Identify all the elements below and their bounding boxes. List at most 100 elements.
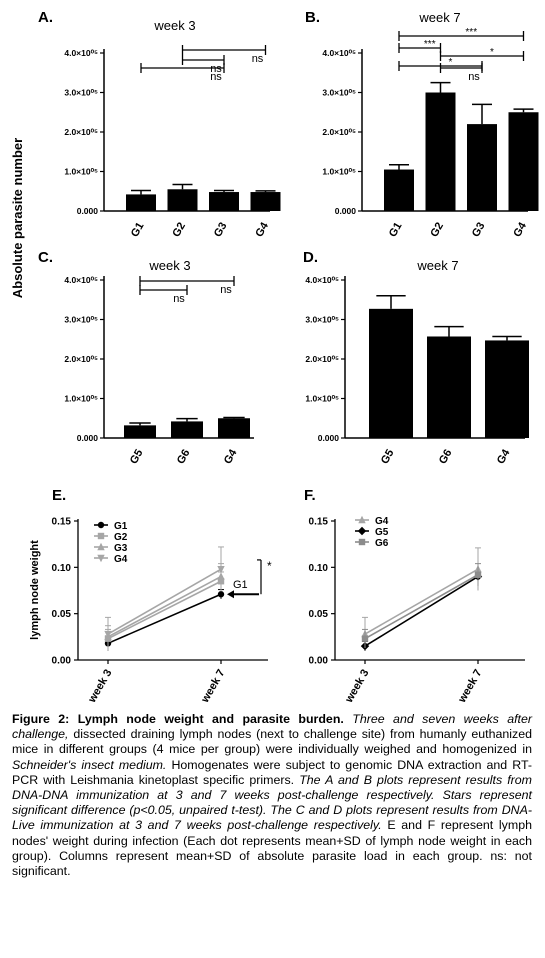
caption-part-2: dissected draining lymph nodes (next to … (12, 727, 532, 757)
legend-label: G3 (114, 543, 128, 554)
bar-g3 (209, 192, 239, 211)
bar-chart-b: B. week 7 0.000 1.0×10⁰⁵ 2.0×10⁰⁵ 3.0×10⁰⁵ 4.0… (305, 9, 539, 239)
x-tick-label: G1 (387, 221, 405, 240)
y-tick-label: 0.00 (52, 656, 72, 667)
x-tick-label: G4 (511, 220, 529, 239)
significance-label: * (490, 47, 494, 58)
figure-caption: Figure 2: Lymph node weight and parasite… (12, 712, 532, 879)
bar-g1 (126, 194, 156, 211)
significance-label: ns (210, 63, 222, 75)
significance-label: ns (468, 71, 480, 83)
panel-label: A. (38, 9, 53, 26)
y-tick-label: 0.000 (77, 206, 99, 216)
caption-part-6: E and F represent lymph nodes' weight du… (12, 818, 532, 879)
y-tick-label: 3.0×10⁰⁵ (322, 88, 356, 98)
bar-g1 (384, 169, 414, 211)
y-tick-label: 1.0×10⁰⁵ (322, 167, 356, 177)
caption-part-4: Homogenates were subject to genomic DNA … (12, 757, 533, 787)
data-point (358, 515, 366, 524)
x-tick-label: G4 (495, 447, 513, 466)
series-line (364, 575, 479, 647)
significance-label: * (449, 57, 453, 68)
data-point (358, 538, 366, 546)
y-tick-label: 0.000 (335, 206, 357, 216)
bar-g4 (250, 192, 281, 211)
bar-chart-c: C. week 3 0.000 1.0×10⁰⁵ 2.0×10⁰⁵ 3.0×10⁰⁵ 4.0… (38, 249, 254, 466)
data-point (104, 630, 112, 639)
annotation-label: G1 (233, 579, 248, 591)
panel-label: F. (304, 487, 316, 504)
series-line (107, 593, 222, 645)
y-tick-label: 3.0×10⁰⁵ (305, 315, 339, 325)
series-line (364, 568, 479, 635)
x-tick-label: week 7 (456, 668, 485, 706)
series-g4 (361, 547, 482, 651)
significance-label: *** (465, 27, 477, 38)
x-tick-label: G5 (379, 448, 397, 467)
x-tick-label: G6 (437, 448, 455, 467)
significance-label: ns (252, 53, 264, 65)
significance-label: ns (210, 71, 222, 83)
y-tick-label: 2.0×10⁰⁵ (322, 127, 356, 137)
x-tick-label: G3 (212, 221, 230, 240)
significance-label: * (267, 559, 272, 573)
series-g3 (104, 563, 225, 648)
bar-g4 (218, 418, 250, 438)
x-tick-label: G2 (428, 221, 446, 240)
y-tick-label: 0.15 (309, 517, 329, 528)
series-g5 (360, 572, 483, 651)
arrow-head (227, 590, 234, 599)
panel-label: C. (38, 249, 53, 266)
chart-title: week 7 (416, 258, 458, 273)
data-point (474, 571, 482, 578)
legend-label: G5 (375, 527, 389, 538)
y-tick-label: 2.0×10⁰⁵ (64, 127, 98, 137)
chart-title: week 3 (153, 18, 195, 33)
bar-g4 (508, 112, 539, 211)
bar-g4 (485, 340, 529, 438)
bar-g6 (427, 336, 471, 438)
y-tick-label: 0.10 (309, 563, 329, 574)
y-axis-title: lymph node weight (29, 540, 41, 640)
y-tick-label: 3.0×10⁰⁵ (64, 315, 98, 325)
y-tick-label: 0.000 (77, 433, 99, 443)
y-axis-title: Absolute parasite number (10, 138, 25, 298)
y-tick-label: 0.000 (318, 433, 340, 443)
panel-label: D. (303, 249, 318, 266)
legend-label: G4 (114, 554, 128, 565)
y-tick-label: 4.0×10⁰⁵ (64, 48, 98, 58)
bar-g5 (369, 308, 413, 438)
legend-label: G4 (375, 516, 389, 527)
data-point (217, 591, 225, 598)
line-chart-e: E. lymph node weight 0.00 0.05 0.10 0.15 week … (29, 487, 272, 705)
legend-label: G2 (114, 532, 128, 543)
bar-g2 (167, 189, 198, 211)
bar-chart-a: A. week 3 0.000 1.0×10⁰⁵ 2.0×10⁰⁵ 3.0×10⁰⁵ 4.0… (38, 9, 281, 239)
y-tick-label: 4.0×10⁰⁵ (322, 48, 356, 58)
chart-title: week 3 (148, 258, 190, 273)
significance-label: ns (220, 284, 232, 296)
data-point (217, 565, 225, 574)
bar-g6 (171, 421, 203, 438)
x-tick-label: G1 (129, 221, 147, 240)
y-tick-label: 0.05 (52, 609, 72, 620)
data-point (97, 532, 105, 540)
significance-label: ns (173, 293, 185, 305)
legend-label: G6 (375, 538, 389, 549)
data-point (97, 554, 105, 563)
series-line (107, 568, 222, 635)
data-point (361, 635, 369, 642)
x-tick-label: week 3 (86, 668, 115, 706)
y-tick-label: 0.15 (52, 517, 72, 528)
y-tick-label: 2.0×10⁰⁵ (305, 354, 339, 364)
data-point (357, 526, 367, 536)
significance-label: *** (424, 39, 436, 50)
series-line (364, 574, 479, 640)
y-tick-label: 0.00 (309, 656, 329, 667)
x-tick-label: G4 (253, 220, 271, 239)
y-tick-label: 1.0×10⁰⁵ (64, 394, 98, 404)
y-tick-label: 4.0×10⁰⁵ (305, 275, 339, 285)
y-tick-label: 0.10 (52, 563, 72, 574)
bar-g2 (425, 92, 456, 211)
y-tick-label: 3.0×10⁰⁵ (64, 88, 98, 98)
